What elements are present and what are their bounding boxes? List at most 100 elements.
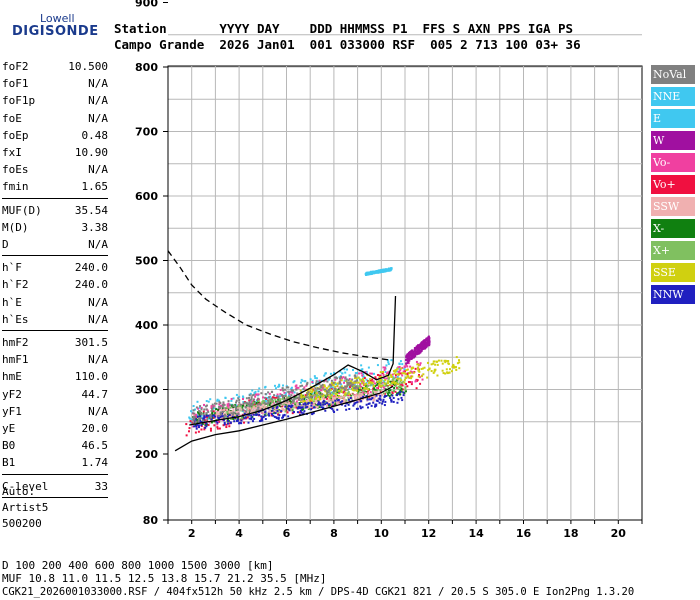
echo-point-nne	[388, 373, 391, 376]
echo-point-noval	[242, 409, 245, 412]
echo-point-noval	[248, 404, 251, 407]
echo-point-nne	[299, 381, 302, 384]
echo-point-x	[369, 384, 372, 387]
echo-point-nne	[396, 375, 399, 378]
echo-point-vo	[212, 410, 215, 413]
echo-point-noval	[232, 405, 235, 408]
echo-point-x	[211, 411, 214, 414]
echo-point-w	[422, 340, 425, 343]
echo-point-vo	[271, 396, 274, 399]
echo-point-noval	[298, 398, 301, 401]
param-label: fmin	[2, 180, 29, 194]
echo-point-nne	[190, 410, 193, 413]
echo-point-nne	[383, 379, 386, 382]
echo-point-vo	[246, 416, 249, 419]
echo-point-x	[387, 394, 390, 397]
echo-point-noval	[250, 396, 253, 399]
echo-point-ssw	[252, 409, 255, 412]
echo-point-nne	[293, 391, 296, 394]
echo-point-vo	[409, 365, 412, 368]
echo-point-w	[414, 347, 417, 350]
echo-point-nnw	[306, 402, 309, 405]
echo-point-x	[385, 390, 388, 393]
echo-point-noval	[237, 412, 240, 415]
echo-point-x	[385, 382, 388, 385]
echo-point-nne	[264, 386, 267, 389]
echo-point-nne	[257, 390, 260, 393]
echo-point-nnw	[368, 402, 371, 405]
legend-item-x: X-	[651, 219, 695, 238]
echo-point-ssw	[331, 396, 334, 399]
echo-point-vo	[241, 397, 244, 400]
echo-point-vo	[200, 428, 203, 431]
echo-point-nnw	[374, 405, 377, 408]
echo-point-nne	[205, 400, 208, 403]
echo-point-noval	[255, 409, 258, 412]
echo-point-nne	[232, 397, 235, 400]
echo-point-nne	[323, 374, 326, 377]
echo-point-noval	[264, 393, 267, 396]
echo-point-noval	[230, 412, 233, 415]
echo-point-nnw	[375, 403, 378, 406]
echo-point-x	[266, 414, 269, 417]
echo-point-nne	[348, 387, 351, 390]
echo-point-noval	[338, 380, 341, 383]
echo-point-x	[255, 402, 258, 405]
echo-point-x	[305, 402, 308, 405]
echo-point-nne	[208, 417, 211, 420]
echo-point-sse	[327, 385, 330, 388]
legend-item-vo: Vo-	[651, 153, 695, 172]
param-row: h`F2 240.0	[2, 276, 108, 293]
echo-point-sse	[319, 398, 322, 401]
param-row: foEs N/A	[2, 161, 108, 178]
echo-point-sse	[384, 378, 387, 381]
echo-point-sse	[452, 366, 455, 369]
echo-point-vo	[338, 392, 341, 395]
param-value: 301.5	[74, 336, 108, 349]
echo-point-vo	[399, 369, 402, 372]
echo-point-nne	[362, 375, 365, 378]
echo-point-nnw	[197, 426, 200, 429]
echo-point-ssw	[252, 412, 255, 415]
echo-point-nnw	[375, 394, 378, 397]
echo-point-vo	[385, 377, 388, 380]
echo-point-x	[291, 409, 294, 412]
echo-point-ssw	[216, 411, 219, 414]
echo-point-ssw	[373, 390, 376, 393]
echo-point-vo	[246, 412, 249, 415]
echo-point-w	[405, 354, 408, 357]
echo-point-noval	[235, 399, 238, 402]
echo-point-nnw	[252, 413, 255, 416]
echo-point-x	[325, 394, 328, 397]
echo-point-sse	[308, 394, 311, 397]
echo-point-nnw	[300, 411, 303, 414]
echo-point-x	[257, 400, 260, 403]
echo-point-vo	[203, 419, 206, 422]
echo-point-nnw	[291, 404, 294, 407]
echo-point-x	[388, 376, 391, 379]
echo-point-ssw	[355, 394, 358, 397]
echo-point-nne	[284, 393, 287, 396]
echo-point-noval	[251, 394, 254, 397]
echo-point-x	[347, 384, 350, 387]
echo-point-nne	[304, 380, 307, 383]
echo-point-ssw	[310, 405, 313, 408]
echo-point-vo	[225, 426, 228, 429]
echo-point-sse	[369, 378, 372, 381]
echo-point-vo	[288, 392, 291, 395]
echo-point-x	[294, 402, 297, 405]
echo-point-sse	[328, 396, 331, 399]
echo-point-nnw	[378, 397, 381, 400]
param-label: yF1	[2, 404, 22, 418]
param-value: N/A	[88, 353, 108, 367]
echo-point-nne	[365, 370, 368, 373]
echo-point-x	[245, 402, 248, 405]
echo-point-vo	[206, 416, 209, 419]
echo-point-nne	[249, 392, 252, 395]
echo-point-noval	[339, 375, 342, 378]
echo-point-e	[374, 270, 377, 273]
echo-point-w	[414, 350, 417, 353]
echo-point-noval	[351, 378, 354, 381]
echo-point-noval	[267, 391, 270, 394]
echo-point-x	[266, 404, 269, 407]
